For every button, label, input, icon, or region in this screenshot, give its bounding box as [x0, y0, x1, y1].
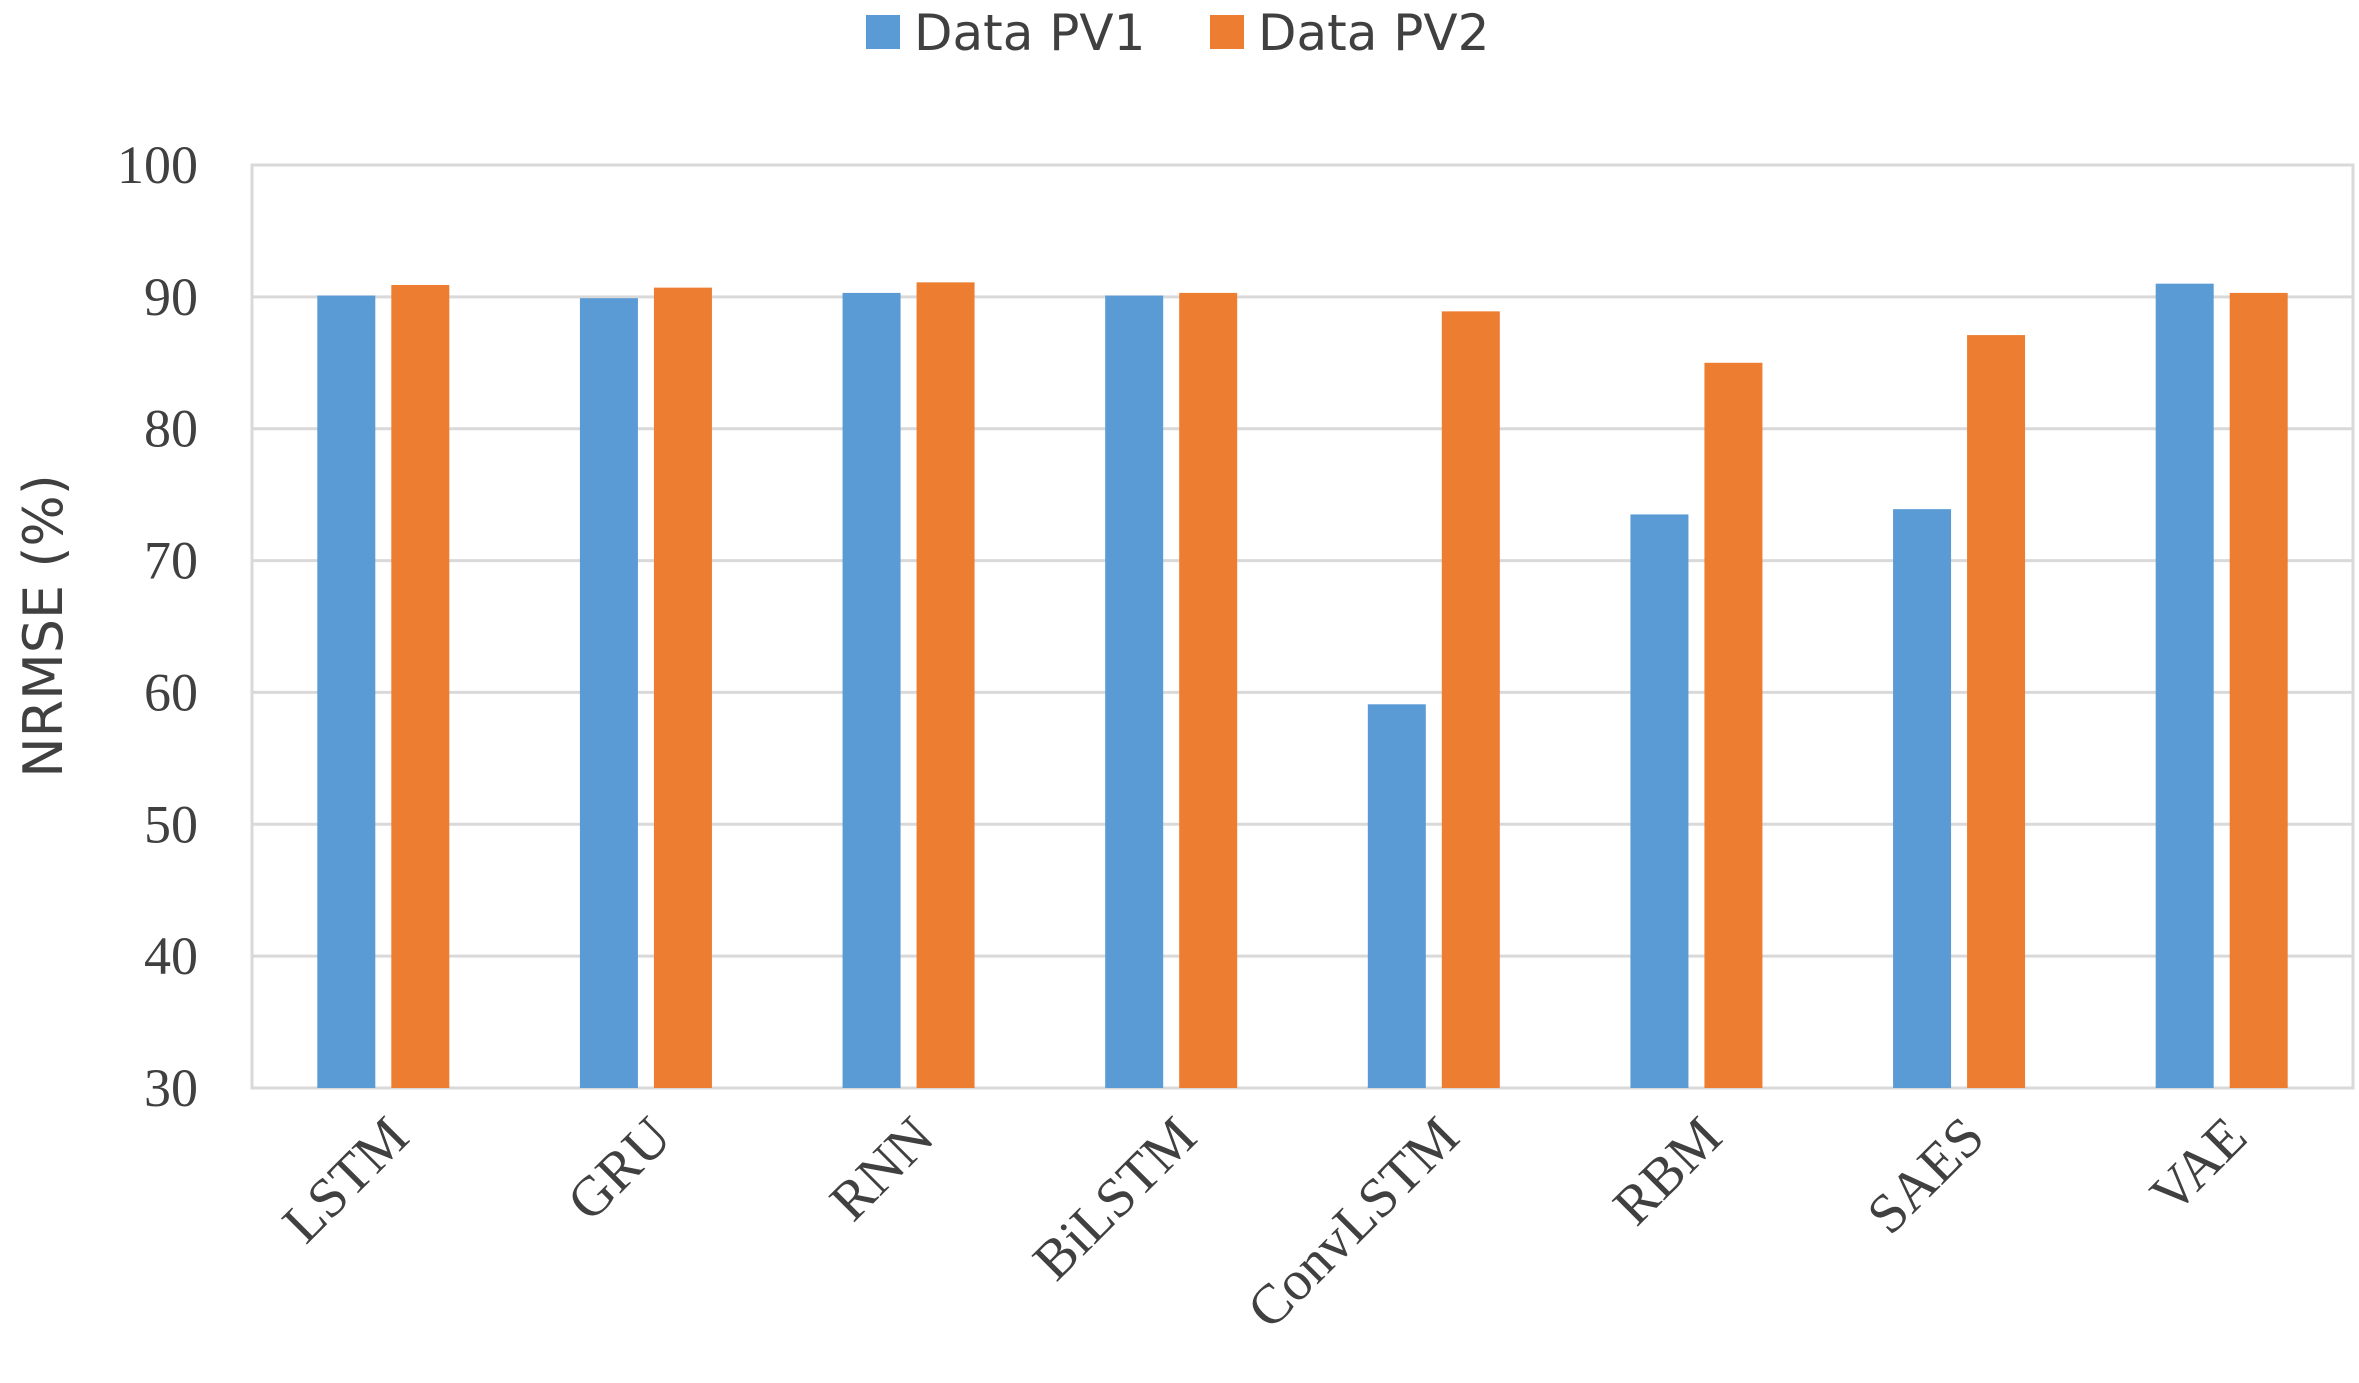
- bar-rbm-pv2: [1704, 362, 1763, 1088]
- bar-convlstm-pv1: [1367, 704, 1426, 1088]
- bar-convlstm-pv2: [1441, 311, 1500, 1088]
- y-tick-label: 30: [144, 1058, 198, 1118]
- plot-frame: [250, 163, 2355, 1090]
- x-axis-ticks: LSTM GRU RNN BiLSTM ConvLSTM RBM SAES VAE: [271, 1105, 2259, 1340]
- bar-rnn-pv2: [916, 282, 975, 1088]
- y-axis-label: NRMSE (%): [12, 474, 75, 778]
- x-tick-label: BiLSTM: [1022, 1105, 1209, 1292]
- x-tick-label: LSTM: [271, 1105, 420, 1254]
- x-tick-label: VAE: [2139, 1105, 2259, 1225]
- y-tick-label: 90: [144, 267, 198, 327]
- bars: [317, 282, 2288, 1089]
- gridlines: [252, 163, 2353, 958]
- legend-label-pv1: Data PV1: [914, 4, 1145, 62]
- bar-vae-pv1: [2155, 283, 2214, 1089]
- bar-saes-pv2: [1967, 335, 2026, 1088]
- y-tick-label: 60: [144, 662, 198, 722]
- legend-swatch-pv1: [866, 15, 900, 49]
- x-tick-label: ConvLSTM: [1236, 1105, 1471, 1340]
- y-tick-label: 100: [117, 135, 198, 195]
- bar-lstm-pv2: [391, 284, 450, 1088]
- x-tick-label: GRU: [556, 1105, 683, 1232]
- bar-rnn-pv1: [842, 292, 901, 1088]
- bar-rbm-pv1: [1630, 514, 1689, 1088]
- plot-area-border: [250, 163, 2355, 1090]
- y-tick-label: 70: [144, 531, 198, 591]
- y-tick-label: 40: [144, 926, 198, 986]
- bar-saes-pv1: [1893, 509, 1952, 1088]
- legend: Data PV1 Data PV2: [866, 4, 1489, 62]
- bar-lstm-pv1: [317, 295, 376, 1088]
- legend-swatch-pv2: [1210, 15, 1244, 49]
- x-tick-label: RNN: [818, 1105, 945, 1232]
- bar-bilstm-pv1: [1105, 295, 1164, 1088]
- x-tick-label: RBM: [1602, 1105, 1734, 1237]
- bar-gru-pv2: [653, 287, 712, 1088]
- y-tick-label: 50: [144, 794, 198, 854]
- x-tick-label: SAES: [1856, 1105, 1997, 1246]
- legend-label-pv2: Data PV2: [1258, 4, 1489, 62]
- y-axis-ticks: 30 40 50 60 70 80 90 100: [117, 135, 198, 1118]
- bar-bilstm-pv2: [1179, 292, 1238, 1088]
- bar-vae-pv2: [2229, 292, 2288, 1088]
- y-tick-label: 80: [144, 399, 198, 459]
- bar-gru-pv1: [579, 298, 638, 1088]
